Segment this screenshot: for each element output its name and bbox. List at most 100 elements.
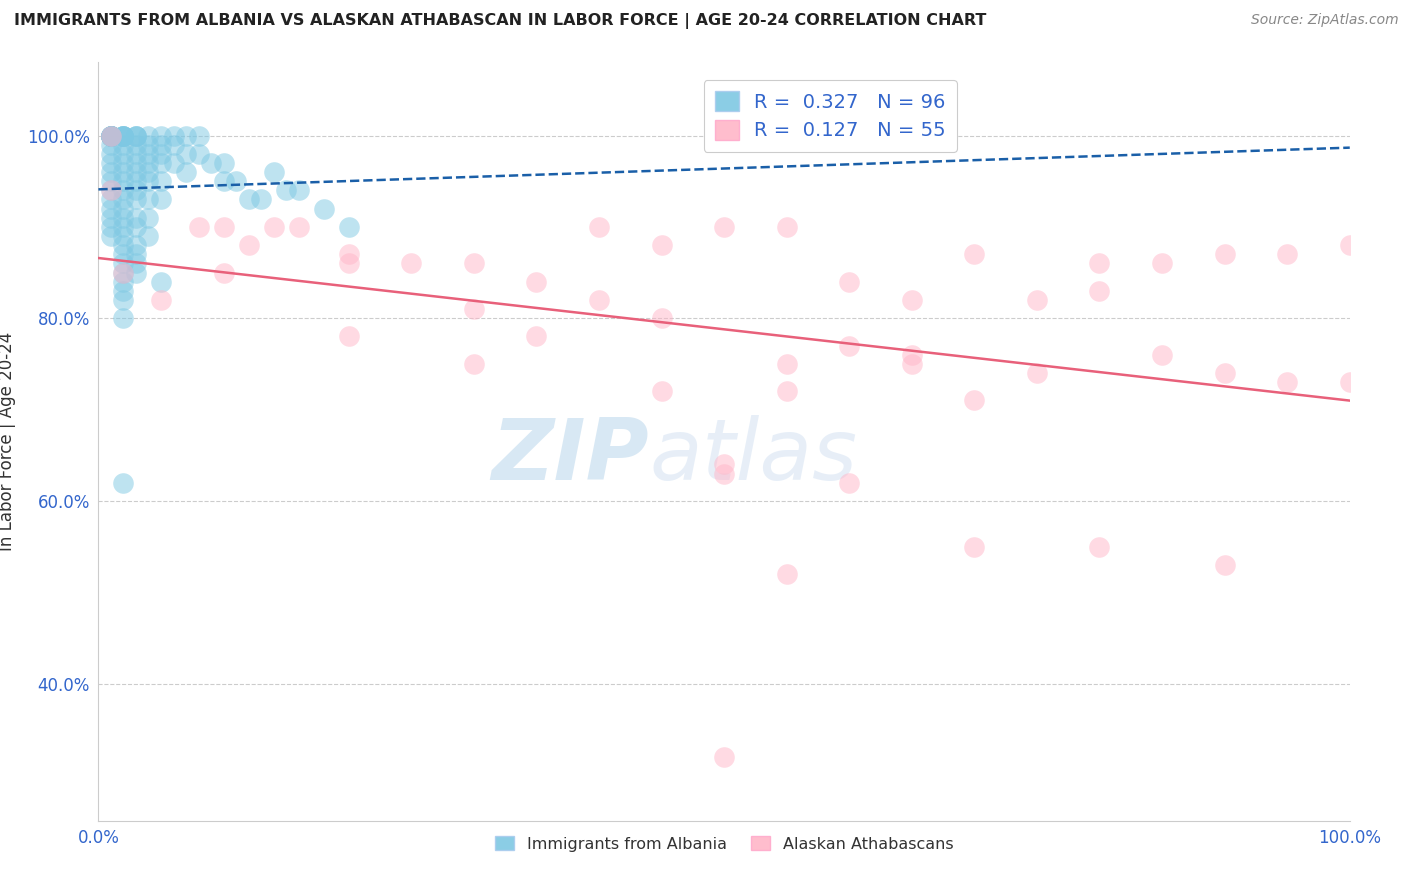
Point [650,384,672,399]
Point [1088,256,1111,270]
Point [1088,540,1111,554]
Point [100,137,122,152]
Point [112,293,135,307]
Point [125,193,148,207]
Point [776,219,799,234]
Point [112,266,135,280]
Point [287,219,309,234]
Point [1277,247,1299,261]
Point [1277,375,1299,389]
Point [150,293,173,307]
Point [263,165,285,179]
Point [150,275,173,289]
Point [162,137,184,152]
Point [776,357,799,371]
Point [1339,375,1361,389]
Point [125,256,148,270]
Point [112,128,135,143]
Point [150,128,173,143]
Point [463,357,485,371]
Point [174,146,197,161]
Point [112,174,135,188]
Point [100,146,122,161]
Point [100,128,122,143]
Point [900,348,922,362]
Point [138,193,160,207]
Point [125,174,148,188]
Point [588,293,610,307]
Point [112,146,135,161]
Point [838,338,860,352]
Point [100,128,122,143]
Point [225,174,247,188]
Point [138,146,160,161]
Point [112,229,135,244]
Point [713,749,735,764]
Point [274,183,298,197]
Point [100,219,122,234]
Legend: Immigrants from Albania, Alaskan Athabascans: Immigrants from Albania, Alaskan Athabas… [488,830,960,858]
Point [1213,247,1236,261]
Point [125,128,148,143]
Point [100,128,122,143]
Point [963,247,986,261]
Point [1026,293,1049,307]
Point [713,219,735,234]
Point [112,137,135,152]
Point [138,229,160,244]
Point [138,137,160,152]
Point [187,128,209,143]
Point [100,128,122,143]
Point [212,174,235,188]
Point [900,357,922,371]
Point [238,238,260,252]
Point [112,183,135,197]
Point [200,156,222,170]
Point [138,156,160,170]
Point [1150,256,1173,270]
Point [238,193,260,207]
Point [187,146,209,161]
Point [100,128,122,143]
Point [125,219,148,234]
Point [112,284,135,298]
Point [1026,366,1049,380]
Point [125,156,148,170]
Point [524,275,547,289]
Point [650,311,672,326]
Point [112,256,135,270]
Point [125,266,148,280]
Point [112,128,135,143]
Point [100,211,122,225]
Point [100,128,122,143]
Point [112,202,135,216]
Point [100,202,122,216]
Point [776,384,799,399]
Text: IMMIGRANTS FROM ALBANIA VS ALASKAN ATHABASCAN IN LABOR FORCE | AGE 20-24 CORRELA: IMMIGRANTS FROM ALBANIA VS ALASKAN ATHAB… [14,13,987,29]
Point [112,156,135,170]
Point [150,137,173,152]
Point [100,128,122,143]
Point [100,229,122,244]
Point [174,128,197,143]
Point [838,475,860,490]
Point [125,128,148,143]
Point [125,146,148,161]
Point [463,302,485,317]
Point [263,219,285,234]
Point [112,311,135,326]
Point [125,128,148,143]
Point [100,165,122,179]
Point [112,128,135,143]
Point [287,183,309,197]
Point [337,219,360,234]
Point [100,128,122,143]
Point [187,219,209,234]
Point [138,174,160,188]
Point [112,211,135,225]
Point [125,183,148,197]
Point [150,193,173,207]
Point [1213,558,1236,572]
Point [463,256,485,270]
Point [112,219,135,234]
